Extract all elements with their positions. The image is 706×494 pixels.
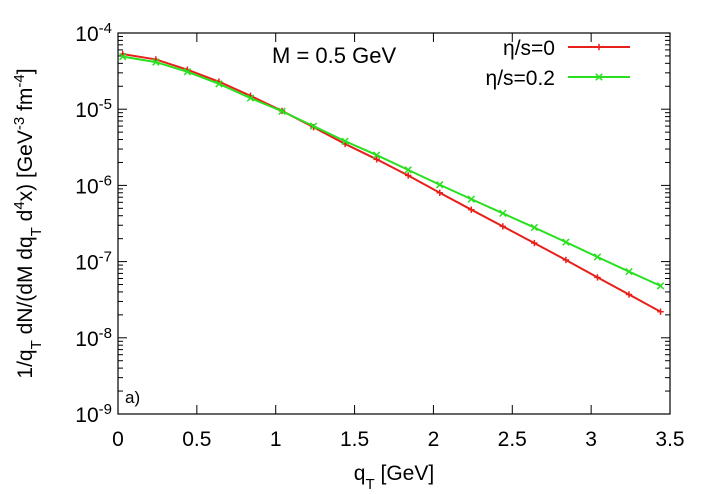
x-tick-label: 2.5 <box>498 428 527 451</box>
series-1-point <box>625 291 633 298</box>
x-tick-label: 0 <box>112 428 124 451</box>
series-2-point <box>656 282 665 290</box>
series-2-point <box>278 107 286 115</box>
y-tick-label: 10-4 <box>75 20 112 47</box>
x-tick-label: 1.5 <box>340 428 369 451</box>
series-1-point <box>562 256 570 264</box>
axis-ticks <box>117 32 671 415</box>
y-tick-labels: 10-9 10-8 10-7 10-6 10-5 10-4 <box>75 20 112 428</box>
series-1-point <box>373 156 380 163</box>
x-tick-label: 1 <box>270 428 282 451</box>
series-1-point <box>436 189 443 196</box>
series-2-point <box>593 253 602 261</box>
x-axis-label: qT [GeV] <box>354 462 434 493</box>
plot-frame <box>117 32 671 415</box>
y-tick-label: 10-7 <box>75 248 112 275</box>
series-2-point <box>152 58 160 66</box>
series-2-point <box>246 94 255 102</box>
series-2-point <box>436 181 444 189</box>
y-tick-label: 10-5 <box>75 96 112 123</box>
y-tick-label: 10-9 <box>75 401 112 428</box>
series-line-2 <box>122 55 661 287</box>
series-layer <box>119 50 665 315</box>
series-2-point <box>562 238 570 246</box>
series-1-point <box>404 172 412 179</box>
x-tick-label: 3 <box>585 428 597 451</box>
legend-label-1: η/s=0 <box>503 37 555 60</box>
x-tick-labels: 0 0.5 1 1.5 2 2.5 3 3.5 <box>112 428 684 451</box>
series-1-point <box>499 223 507 230</box>
series-2-point <box>341 137 349 145</box>
series-2-point <box>404 166 412 174</box>
series-2-point <box>183 68 192 76</box>
panel-label: a) <box>125 388 140 407</box>
series-line-1 <box>122 53 662 313</box>
series-1-point <box>468 206 475 213</box>
x-tick-label: 2 <box>428 428 440 451</box>
series-1-point <box>531 239 538 247</box>
series-2-point <box>215 80 223 88</box>
x-tick-label: 0.5 <box>182 428 211 451</box>
series-2-point <box>467 195 476 203</box>
series-2-point <box>372 151 381 159</box>
legend-marker-2 <box>595 73 603 81</box>
series-2-point <box>625 267 633 276</box>
series-1-point <box>657 308 664 315</box>
legend: η/s=0 η/s=0.2 <box>486 37 630 90</box>
y-tick-label: 10-8 <box>75 324 112 351</box>
legend-label-2: η/s=0.2 <box>486 67 555 90</box>
legend-marker-1 <box>595 43 603 51</box>
y-tick-label: 10-6 <box>75 172 112 199</box>
series-2-point <box>119 52 127 61</box>
series-2-point <box>309 122 318 130</box>
mass-annotation: M = 0.5 GeV <box>272 43 396 68</box>
series-2-point <box>499 209 507 218</box>
series-2-point <box>530 223 539 232</box>
series-1-point <box>594 274 601 281</box>
y-axis-label: 1/qT dN/(dM dqT d4x) [GeV-3 fm-4] <box>11 68 45 378</box>
x-tick-label: 3.5 <box>655 428 684 451</box>
